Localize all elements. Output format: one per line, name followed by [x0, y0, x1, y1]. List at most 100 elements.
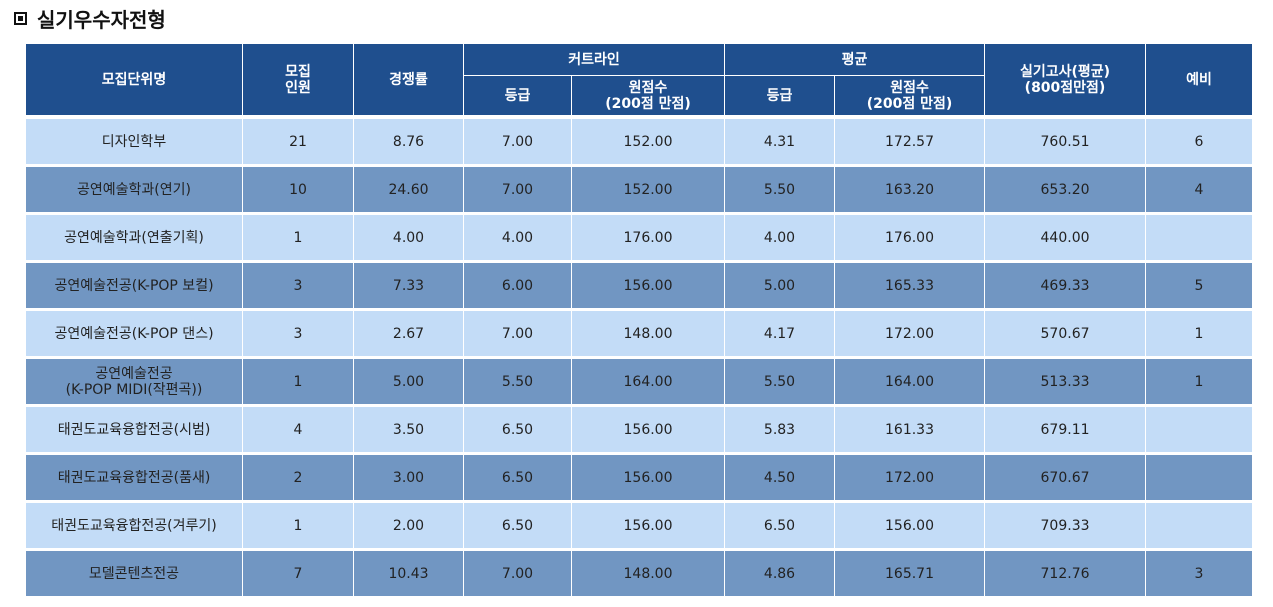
- cell-avg-grade: 5.00: [724, 261, 835, 310]
- table-row: 공연예술전공 (K-POP MIDI(작편곡)) 1 5.00 5.50 164.00 5.…: [25, 357, 1254, 406]
- table-row: 태권도교육융합전공(겨루기) 1 2.00 6.50 156.00 6.50 156.00 7…: [25, 501, 1254, 550]
- cell-quota: 7: [242, 549, 354, 596]
- header-cut-grade: 등급: [463, 75, 572, 118]
- cell-quota: 1: [242, 501, 354, 550]
- cell-avg-grade: 4.00: [724, 213, 835, 262]
- header-avg-grade: 등급: [724, 75, 835, 118]
- cell-avg-grade: 5.50: [724, 357, 835, 406]
- cell-competition: 4.00: [353, 213, 464, 262]
- cell-competition: 2.67: [353, 309, 464, 358]
- cell-avg-raw: 164.00: [833, 357, 986, 406]
- cell-reserve: 5: [1145, 261, 1254, 310]
- cell-avg-grade: 4.50: [724, 453, 835, 502]
- cell-avg-raw: 165.33: [833, 261, 986, 310]
- cell-avg-grade: 6.50: [724, 501, 835, 550]
- section-title: 실기우수자전형: [14, 4, 166, 32]
- cell-reserve: 1: [1145, 309, 1254, 358]
- cell-unit: 공연예술전공 (K-POP MIDI(작편곡)): [25, 357, 243, 406]
- cell-competition: 10.43: [353, 549, 464, 596]
- cell-practical: 679.11: [984, 405, 1147, 454]
- cell-competition: 2.00: [353, 501, 464, 550]
- cell-competition: 3.50: [353, 405, 464, 454]
- cell-cut-grade: 6.00: [463, 261, 572, 310]
- cell-avg-raw: 176.00: [833, 213, 986, 262]
- header-average: 평균: [723, 43, 986, 76]
- cell-avg-grade: 5.83: [724, 405, 835, 454]
- table-body: 디자인학부 21 8.76 7.00 152.00 4.31 172.57 760.51 6 공연…: [25, 117, 1254, 596]
- cell-reserve: [1145, 501, 1254, 550]
- cell-unit: 공연예술학과(연출기획): [25, 213, 243, 262]
- header-cutline: 커트라인: [463, 43, 725, 76]
- admission-results-table: 모집단위명 모집 인원 경쟁률 커트라인 평균 실기고사(평균) (800점만점) …: [25, 43, 1254, 596]
- table-row: 공연예술학과(연출기획) 1 4.00 4.00 176.00 4.00 176.00 440…: [25, 213, 1254, 262]
- cell-reserve: 4: [1145, 165, 1254, 214]
- cell-cut-grade: 6.50: [463, 501, 572, 550]
- cell-cut-raw: 156.00: [571, 501, 725, 550]
- cell-unit: 태권도교육융합전공(품새): [25, 453, 243, 502]
- cell-competition: 7.33: [353, 261, 464, 310]
- cell-practical: 513.33: [984, 357, 1147, 406]
- cell-quota: 21: [242, 117, 354, 166]
- cell-avg-grade: 5.50: [724, 165, 835, 214]
- header-quota: 모집 인원: [242, 43, 354, 118]
- header-cut-raw: 원점수 (200점 만점): [571, 75, 725, 118]
- cell-reserve: [1145, 213, 1254, 262]
- cell-quota: 10: [242, 165, 354, 214]
- cell-cut-grade: 7.00: [463, 165, 572, 214]
- cell-avg-raw: 156.00: [833, 501, 986, 550]
- page-title: 실기우수자전형: [37, 7, 166, 32]
- cell-cut-raw: 148.00: [571, 549, 725, 596]
- cell-quota: 3: [242, 309, 354, 358]
- cell-unit: 태권도교육융합전공(겨루기): [25, 501, 243, 550]
- cell-reserve: [1145, 453, 1254, 502]
- cell-competition: 5.00: [353, 357, 464, 406]
- header-unit: 모집단위명: [25, 43, 243, 118]
- cell-unit: 디자인학부: [25, 117, 243, 166]
- cell-practical: 709.33: [984, 501, 1147, 550]
- cell-reserve: 1: [1145, 357, 1254, 406]
- cell-unit: 공연예술학과(연기): [25, 165, 243, 214]
- cell-competition: 8.76: [353, 117, 464, 166]
- cell-cut-grade: 5.50: [463, 357, 572, 406]
- cell-avg-grade: 4.17: [724, 309, 835, 358]
- cell-quota: 3: [242, 261, 354, 310]
- cell-practical: 469.33: [984, 261, 1147, 310]
- cell-unit: 모델콘텐츠전공: [25, 549, 243, 596]
- cell-cut-grade: 7.00: [463, 117, 572, 166]
- header-avg-raw: 원점수 (200점 만점): [833, 75, 986, 118]
- cell-cut-raw: 164.00: [571, 357, 725, 406]
- cell-practical: 712.76: [984, 549, 1147, 596]
- table-row: 공연예술전공(K-POP 보컬) 3 7.33 6.00 156.00 5.00 165.3…: [25, 261, 1254, 310]
- cell-reserve: 3: [1145, 549, 1254, 596]
- cell-cut-grade: 7.00: [463, 309, 572, 358]
- cell-quota: 2: [242, 453, 354, 502]
- square-bullet-icon: [14, 11, 27, 25]
- cell-avg-raw: 172.57: [833, 117, 986, 166]
- cell-reserve: 6: [1145, 117, 1254, 166]
- cell-avg-grade: 4.31: [724, 117, 835, 166]
- cell-quota: 4: [242, 405, 354, 454]
- cell-cut-raw: 152.00: [571, 117, 725, 166]
- table-row: 디자인학부 21 8.76 7.00 152.00 4.31 172.57 760.51 6: [25, 117, 1254, 166]
- cell-quota: 1: [242, 357, 354, 406]
- cell-practical: 760.51: [984, 117, 1147, 166]
- cell-competition: 3.00: [353, 453, 464, 502]
- table-row: 공연예술학과(연기) 10 24.60 7.00 152.00 5.50 163.20 653…: [25, 165, 1254, 214]
- cell-avg-grade: 4.86: [724, 549, 835, 596]
- table-row: 공연예술전공(K-POP 댄스) 3 2.67 7.00 148.00 4.17 172.0…: [25, 309, 1254, 358]
- cell-cut-raw: 156.00: [571, 453, 725, 502]
- cell-practical: 440.00: [984, 213, 1147, 262]
- cell-cut-raw: 156.00: [571, 405, 725, 454]
- cell-cut-raw: 148.00: [571, 309, 725, 358]
- table-row: 모델콘텐츠전공 7 10.43 7.00 148.00 4.86 165.71 712.76 3: [25, 549, 1254, 596]
- cell-practical: 570.67: [984, 309, 1147, 358]
- cell-avg-raw: 163.20: [833, 165, 986, 214]
- cell-unit: 공연예술전공(K-POP 댄스): [25, 309, 243, 358]
- cell-cut-grade: 6.50: [463, 405, 572, 454]
- cell-unit: 태권도교육융합전공(시범): [25, 405, 243, 454]
- cell-reserve: [1145, 405, 1254, 454]
- cell-cut-grade: 4.00: [463, 213, 572, 262]
- cell-cut-grade: 7.00: [463, 549, 572, 596]
- cell-avg-raw: 165.71: [833, 549, 986, 596]
- cell-practical: 653.20: [984, 165, 1147, 214]
